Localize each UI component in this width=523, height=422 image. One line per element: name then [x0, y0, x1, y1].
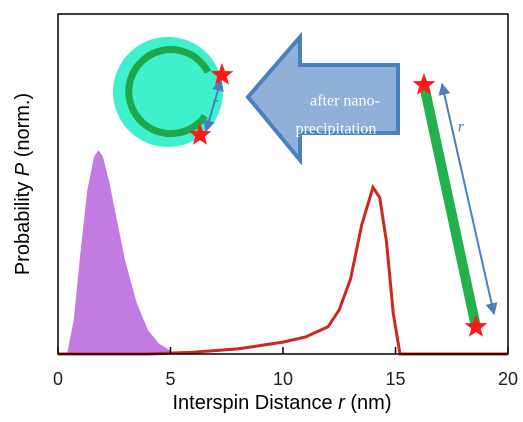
x-tick-label: 0 — [53, 369, 63, 389]
distance-arrow — [203, 78, 224, 133]
ring — [125, 46, 212, 137]
line — [58, 183, 508, 356]
label-part: Interspin Distance — [173, 392, 333, 414]
x-tick-label: 15 — [385, 369, 405, 389]
big-arrow — [245, 31, 400, 166]
annotation: after nano- — [310, 93, 380, 110]
label-part: r — [338, 392, 346, 414]
annotation: precipitation — [296, 121, 377, 138]
distance-arrow — [438, 82, 498, 316]
annotation: r — [458, 119, 465, 136]
x-tick-label: 5 — [165, 369, 175, 389]
area — [67, 150, 171, 354]
label-part: P — [12, 162, 34, 176]
y-axis-label: Probability P (norm.) — [12, 93, 34, 275]
label-part: (nm) — [350, 392, 391, 414]
x-tick-label: 10 — [273, 369, 293, 389]
x-tick-label: 20 — [498, 369, 518, 389]
label-part: Probability — [12, 182, 34, 275]
label-part: (norm.) — [12, 93, 34, 157]
plot-area — [58, 150, 508, 356]
x-axis-label: Interspin Distance r (nm) — [173, 392, 392, 414]
annotation: r — [212, 95, 219, 112]
illustration: r after nano- precipitation r — [113, 31, 498, 337]
star — [464, 315, 488, 337]
